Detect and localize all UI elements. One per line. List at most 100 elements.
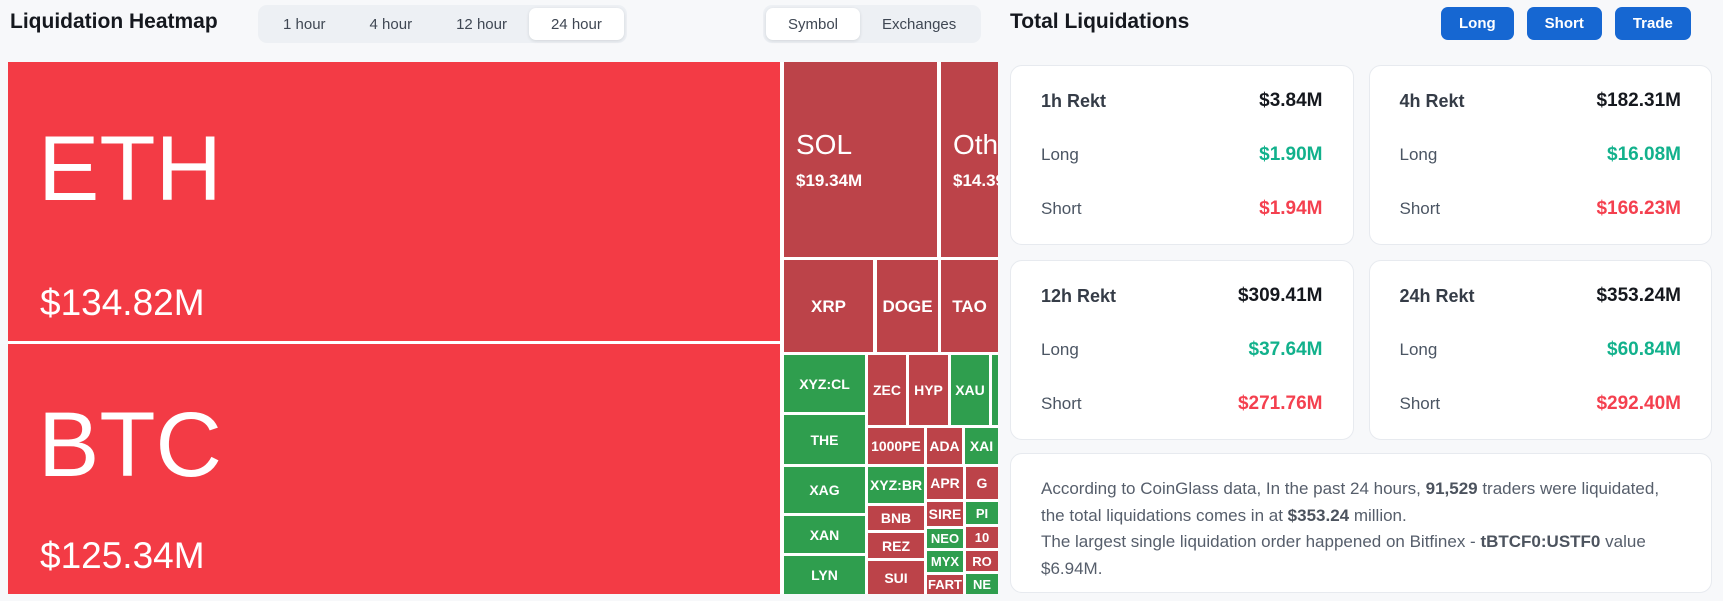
treemap-tile-xai[interactable]: XAI [965,428,998,464]
long-value: $60.84M [1607,339,1681,361]
rekt-total-row: 4h Rekt$182.31M [1400,90,1682,112]
rekt-total-value: $309.41M [1238,285,1323,307]
treemap-tile-tile[interactable] [992,355,998,425]
treemap-tile-xag[interactable]: XAG [784,467,865,513]
tile-symbol: XYZ:CL [799,377,850,391]
rekt-short-row: Short $166.23M [1400,198,1682,220]
long-value: $37.64M [1249,339,1323,361]
treemap-tile-others[interactable]: Others$14.39M [941,62,998,257]
time-range-24-hour[interactable]: 24 hour [529,8,624,40]
treemap-tile-neo[interactable]: NEO [927,529,963,548]
tile-symbol: THE [811,433,839,447]
note-highlight: $353.24 [1288,506,1349,525]
treemap-tile-lyn[interactable]: LYN [784,556,865,594]
rekt-total-value: $3.84M [1259,90,1322,112]
tile-symbol: SUI [884,571,907,585]
view-toggle-exchanges[interactable]: Exchanges [860,8,978,40]
rekt-card-12h-rekt: 12h Rekt$309.41M Long$37.64M Short $271.76M [1010,260,1354,440]
trade-button[interactable]: Trade [1615,7,1691,40]
note-paragraph: According to CoinGlass data, In the past… [1041,476,1681,529]
panel-title: Total Liquidations [1010,10,1189,34]
long-button[interactable]: Long [1441,7,1514,40]
treemap-tile-hyp[interactable]: HYP [909,355,948,425]
short-value: $166.23M [1596,198,1681,220]
rekt-card-24h-rekt: 24h Rekt$353.24MLong$60.84MShort$292.40M [1369,260,1713,440]
treemap-tile-xan[interactable]: XAN [784,516,865,553]
treemap-tile-ro[interactable]: RO [966,551,998,571]
treemap-tile-doge[interactable]: DOGE [877,260,938,352]
treemap-tile-g[interactable]: G [966,467,998,499]
short-value: $271.76M [1238,393,1323,415]
time-range-12-hour[interactable]: 12 hour [434,8,529,40]
treemap-tile-fart[interactable]: FART [927,575,963,594]
short-button[interactable]: Short [1527,7,1602,40]
tile-symbol: NEO [931,532,959,545]
treemap-tile-pi[interactable]: PI [966,502,998,524]
tile-symbol: APR [930,476,960,490]
rekt-period-label: 24h Rekt [1400,286,1475,307]
treemap-tile-xyz-br[interactable]: XYZ:BR [868,467,924,503]
treemap-tile-tao[interactable]: TAO [941,260,998,352]
time-range-1-hour[interactable]: 1 hour [261,8,348,40]
rekt-long-row: Long$37.64M [1041,339,1323,361]
tile-symbol: REZ [882,539,910,553]
tile-symbol: DOGE [882,298,932,315]
rekt-long-row: Long$16.08M [1400,144,1682,166]
treemap-tile-1000pe[interactable]: 1000PE [868,428,924,464]
note-text: million. [1349,506,1407,525]
treemap-tile-eth[interactable]: ETH $134.82M [8,62,780,341]
short-value: $1.94M [1259,198,1322,220]
treemap-tile-xau[interactable]: XAU [951,355,989,425]
tile-symbol: SOL [796,131,852,159]
treemap-tile-ada[interactable]: ADA [927,428,962,464]
rekt-period-label: 4h Rekt [1400,91,1465,112]
rekt-long-row: Long$60.84M [1400,339,1682,361]
tile-value: $125.34M [40,537,205,574]
treemap-tile-bnb[interactable]: BNB [868,506,924,530]
treemap-tile-btc[interactable]: BTC $125.34M [8,344,780,594]
tile-symbol: FART [928,578,962,591]
short-label: Short [1041,394,1082,414]
treemap-tile-the[interactable]: THE [784,415,865,464]
tile-symbol: ETH [38,123,222,215]
tile-symbol: MYX [931,555,959,568]
short-label: Short [1400,394,1441,414]
view-toggle-symbol[interactable]: Symbol [766,8,860,40]
tile-symbol: XAI [970,439,993,453]
long-label: Long [1400,145,1438,165]
tile-symbol: 10 [975,531,989,544]
treemap-tile-rez[interactable]: REZ [868,533,924,558]
short-value: $292.40M [1596,393,1681,415]
page-title: Liquidation Heatmap [10,10,218,34]
long-value: $1.90M [1259,144,1322,166]
treemap-tile-xrp[interactable]: XRP [784,260,873,352]
treemap-tile-ne[interactable]: NE [966,574,998,594]
treemap-tile-sol[interactable]: SOL$19.34M [784,62,937,257]
summary-note-card: According to CoinGlass data, In the past… [1010,453,1712,593]
treemap-tile-10[interactable]: 10 [966,527,998,548]
liquidation-heatmap-page: Liquidation Heatmap 1 hour4 hour12 hour2… [0,0,1723,601]
time-range-4-hour[interactable]: 4 hour [348,8,435,40]
rekt-total-row: 12h Rekt$309.41M [1041,285,1323,307]
tile-symbol: PI [976,507,988,520]
treemap-tile-sire[interactable]: SIRE [927,502,963,526]
short-label: Short [1400,199,1441,219]
tile-symbol: ADA [929,439,959,453]
tile-symbol: XYZ:BR [870,478,922,492]
treemap-tile-myx[interactable]: MYX [927,551,963,572]
rekt-card-4h-rekt: 4h Rekt$182.31M Long$16.08M Short $166.23M [1369,65,1713,245]
treemap-tile-sui[interactable]: SUI [868,561,924,594]
tile-symbol: TAO [952,298,987,315]
tile-symbol: BTC [38,399,222,491]
tile-symbol: LYN [811,568,838,582]
treemap-tile-zec[interactable]: ZEC [868,355,906,425]
short-label: Short [1041,199,1082,219]
rekt-long-row: Long$1.90M [1041,144,1323,166]
tile-symbol: NE [973,578,991,591]
treemap-tile-xyz-cl[interactable]: XYZ:CL [784,355,865,412]
tile-value: $134.82M [40,284,205,321]
tile-symbol: ZEC [873,383,901,397]
rekt-period-label: 1h Rekt [1041,91,1106,112]
treemap-tile-apr[interactable]: APR [927,467,963,499]
rekt-short-row: Short $292.40M [1400,393,1682,415]
